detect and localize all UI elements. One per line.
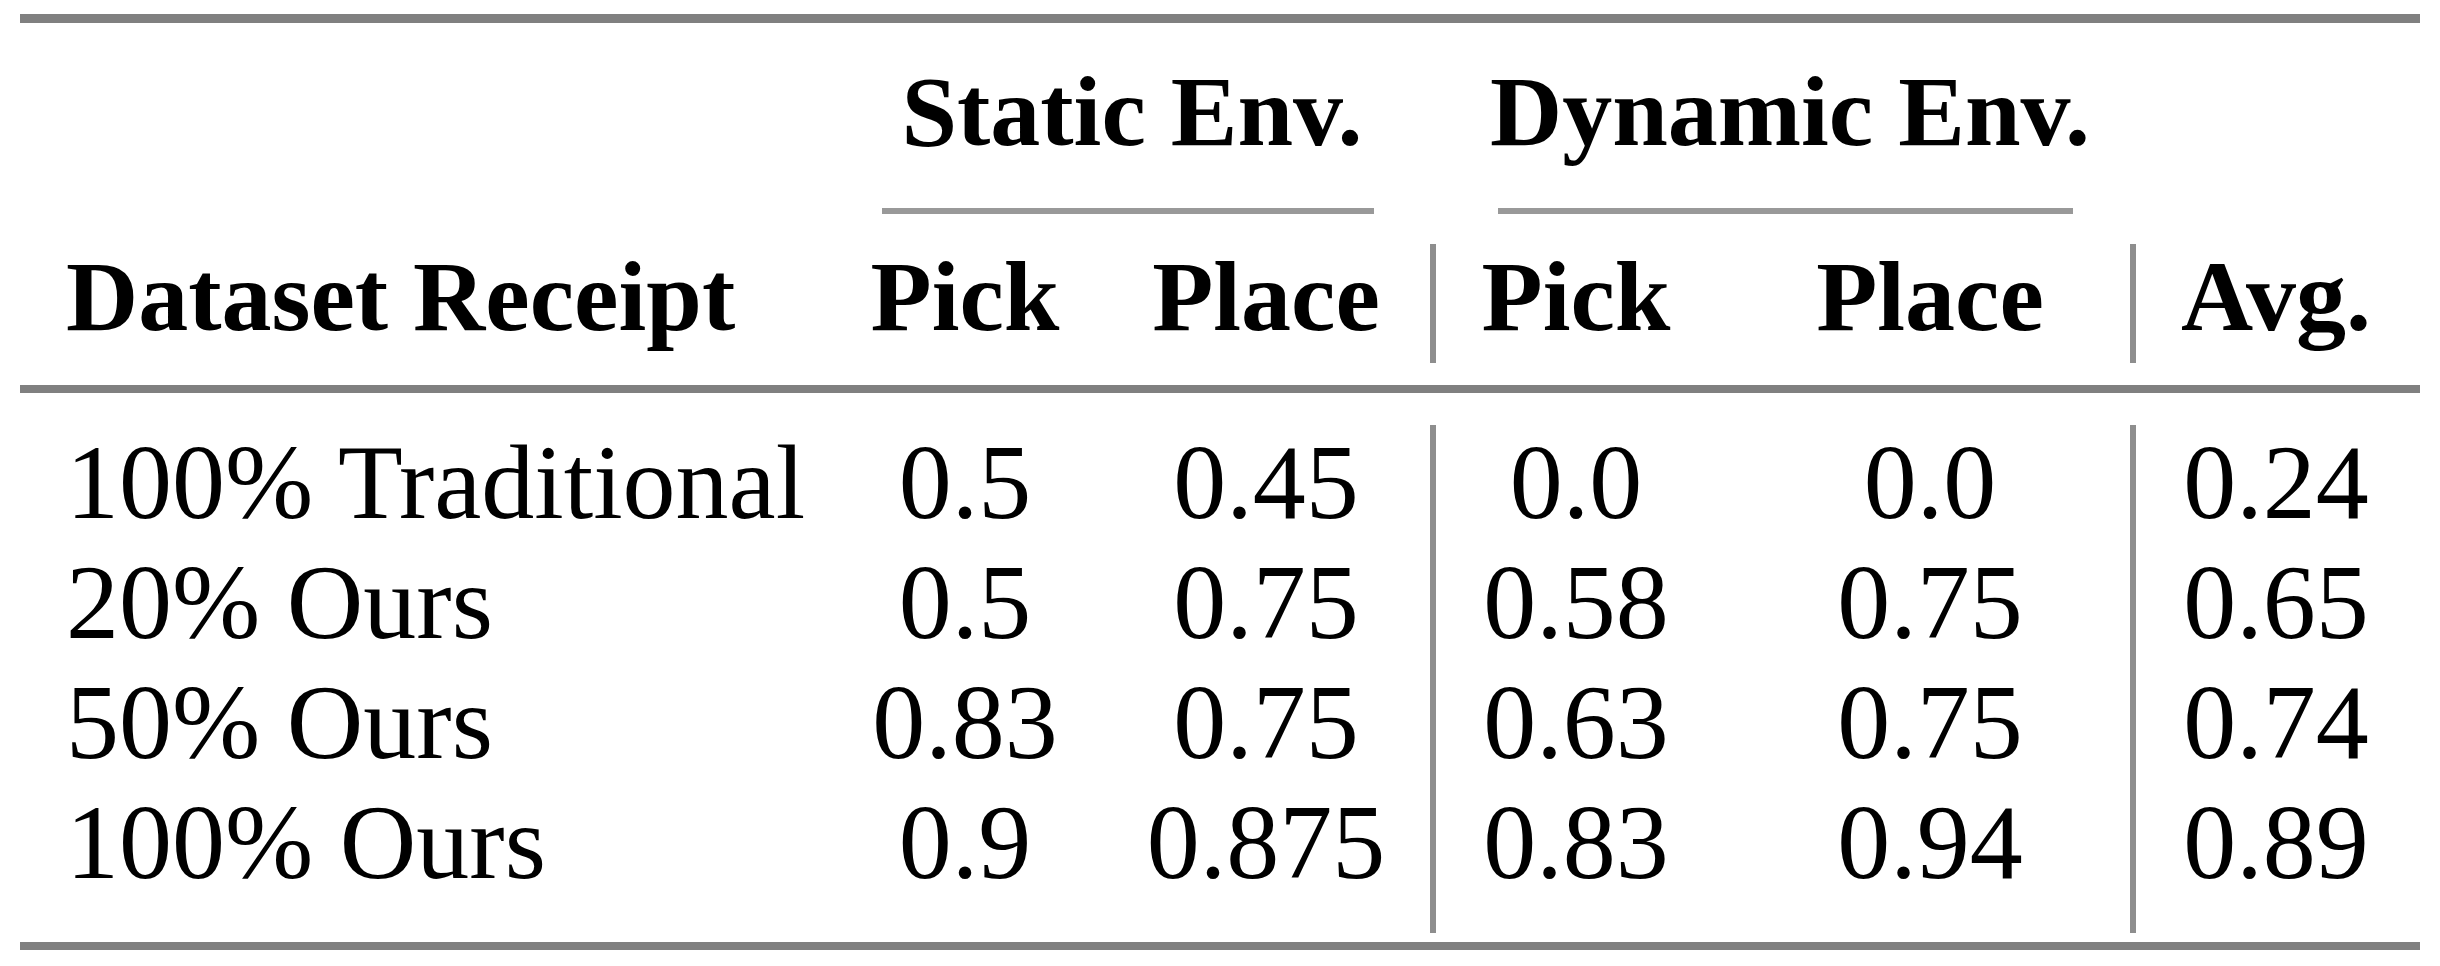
cmidrule-dynamic-env bbox=[1498, 208, 2073, 214]
column-header-dataset-receipt: Dataset Receipt bbox=[66, 247, 735, 347]
group-header-static-env: Static Env. bbox=[901, 62, 1362, 162]
column-header-dynamic-pick: Pick bbox=[1482, 247, 1671, 347]
cell-r1-dynamic-pick: 0.0 bbox=[1510, 430, 1643, 536]
cell-r1-static-pick: 0.5 bbox=[899, 430, 1032, 536]
bottom-rule bbox=[20, 942, 2420, 950]
cell-r2-static-pick: 0.5 bbox=[899, 550, 1032, 656]
row-label-20-ours: 20% Ours bbox=[66, 550, 493, 656]
cell-r4-static-pick: 0.9 bbox=[899, 790, 1032, 896]
cell-r1-avg: 0.24 bbox=[2183, 430, 2369, 536]
mid-rule bbox=[20, 385, 2420, 393]
row-label-100-traditional: 100% Traditional bbox=[66, 430, 805, 536]
cell-r2-avg: 0.65 bbox=[2183, 550, 2369, 656]
column-header-static-place: Place bbox=[1152, 247, 1380, 347]
vertical-divider-1-body bbox=[1430, 425, 1436, 933]
cell-r1-static-place: 0.45 bbox=[1173, 430, 1359, 536]
cmidrule-static-env bbox=[882, 208, 1374, 214]
cell-r3-static-pick: 0.83 bbox=[872, 670, 1058, 776]
cell-r3-avg: 0.74 bbox=[2183, 670, 2369, 776]
cell-r3-dynamic-pick: 0.63 bbox=[1483, 670, 1669, 776]
group-header-dynamic-env: Dynamic Env. bbox=[1490, 62, 2090, 162]
cell-r4-dynamic-place: 0.94 bbox=[1837, 790, 2023, 896]
cell-r3-dynamic-place: 0.75 bbox=[1837, 670, 2023, 776]
cell-r2-static-place: 0.75 bbox=[1173, 550, 1359, 656]
row-label-50-ours: 50% Ours bbox=[66, 670, 493, 776]
vertical-divider-1-header bbox=[1430, 244, 1436, 363]
paper-results-table: Static Env. Dynamic Env. Dataset Receipt… bbox=[0, 0, 2440, 966]
vertical-divider-2-body bbox=[2130, 425, 2136, 933]
cell-r4-avg: 0.89 bbox=[2183, 790, 2369, 896]
column-header-dynamic-place: Place bbox=[1816, 247, 2044, 347]
row-label-100-ours: 100% Ours bbox=[66, 790, 546, 896]
cell-r3-static-place: 0.75 bbox=[1173, 670, 1359, 776]
cell-r1-dynamic-place: 0.0 bbox=[1864, 430, 1997, 536]
top-rule bbox=[20, 14, 2420, 23]
cell-r4-static-place: 0.875 bbox=[1147, 790, 1386, 896]
column-header-static-pick: Pick bbox=[871, 247, 1060, 347]
cell-r2-dynamic-pick: 0.58 bbox=[1483, 550, 1669, 656]
cell-r4-dynamic-pick: 0.83 bbox=[1483, 790, 1669, 896]
cell-r2-dynamic-place: 0.75 bbox=[1837, 550, 2023, 656]
column-header-avg: Avg. bbox=[2181, 247, 2371, 347]
vertical-divider-2-header bbox=[2130, 244, 2136, 363]
